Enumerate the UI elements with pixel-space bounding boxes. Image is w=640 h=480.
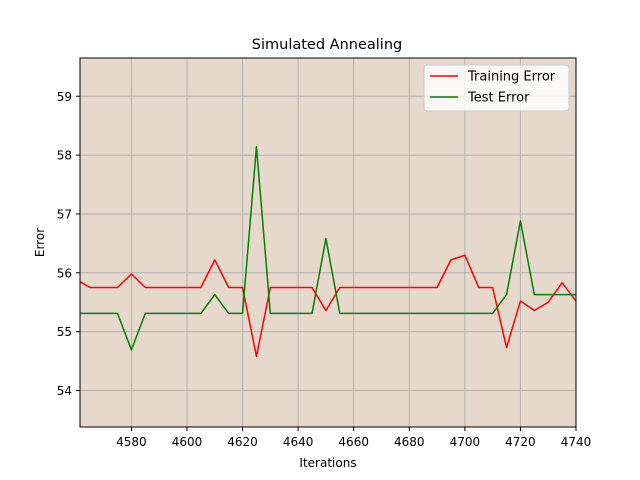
plot-frame [79,57,577,428]
chart-title: Simulated Annealing [252,37,402,53]
series-layer [80,146,576,358]
legend: Training Error Test Error [423,64,570,112]
x-tick-label: 4680 [394,435,425,449]
plot-area [80,58,576,427]
legend-box [423,64,570,112]
x-tick-label: 4720 [505,435,536,449]
x-axis: 4580 4600 4620 4640 4660 4680 4700 4720 4740 [116,427,591,449]
series-line-test-error [80,146,576,351]
y-tick-label: 58 [57,149,72,163]
y-tick-label: 57 [57,207,72,221]
y-axis: 54 55 56 57 58 59 [57,90,80,398]
legend-label: Training Error [467,70,556,85]
y-tick-label: 56 [57,266,72,280]
legend-label: Test Error [467,91,530,106]
y-tick-label: 59 [57,90,72,104]
grid-lines [80,58,577,427]
x-tick-label: 4660 [338,435,369,449]
x-tick-label: 4620 [227,435,258,449]
x-tick-label: 4740 [561,435,592,449]
x-tick-label: 4640 [283,435,314,449]
y-axis-label: Error [33,228,47,257]
x-axis-label: Iterations [299,456,356,470]
x-tick-label: 4700 [450,435,481,449]
series-line-training-error [80,254,576,358]
x-tick-label: 4580 [116,435,147,449]
y-tick-label: 54 [57,384,72,398]
x-tick-label: 4600 [172,435,203,449]
y-tick-label: 55 [57,325,72,339]
